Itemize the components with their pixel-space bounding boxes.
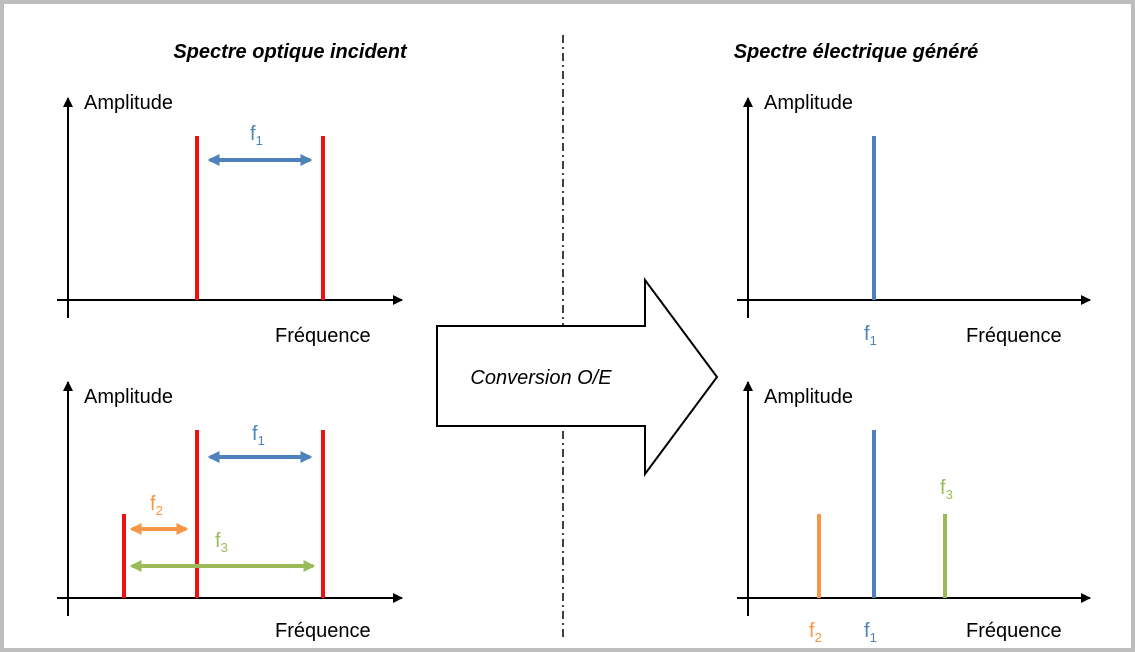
label: f2 — [150, 493, 163, 518]
x-label: Fréquence — [966, 620, 1062, 642]
x-label: Fréquence — [966, 325, 1062, 347]
y-label: Amplitude — [764, 92, 853, 114]
label: f1 — [250, 123, 263, 148]
x-label: Fréquence — [275, 325, 371, 347]
label: f3 — [940, 477, 953, 502]
x-label: Fréquence — [275, 620, 371, 642]
panel: Amplitude Fréquence f1 f2 f3 — [57, 381, 403, 642]
panel: Amplitude Fréquence f2 f1 f3 — [737, 381, 1091, 645]
title-left: Spectre optique incident — [173, 41, 408, 63]
label: f1 — [864, 620, 877, 645]
label: f2 — [809, 620, 822, 645]
y-label: Amplitude — [84, 92, 173, 114]
arrow-label: Conversion O/E — [470, 367, 612, 389]
panel: Amplitude Fréquence f1 — [57, 92, 403, 347]
title-right: Spectre électrique généré — [734, 41, 979, 63]
y-label: Amplitude — [764, 386, 853, 408]
panel: Amplitude Fréquence f1 — [737, 92, 1091, 348]
label: f1 — [252, 423, 265, 448]
conversion-arrow — [436, 276, 719, 478]
label: f1 — [864, 323, 877, 348]
label: f3 — [215, 530, 228, 555]
y-label: Amplitude — [84, 386, 173, 408]
